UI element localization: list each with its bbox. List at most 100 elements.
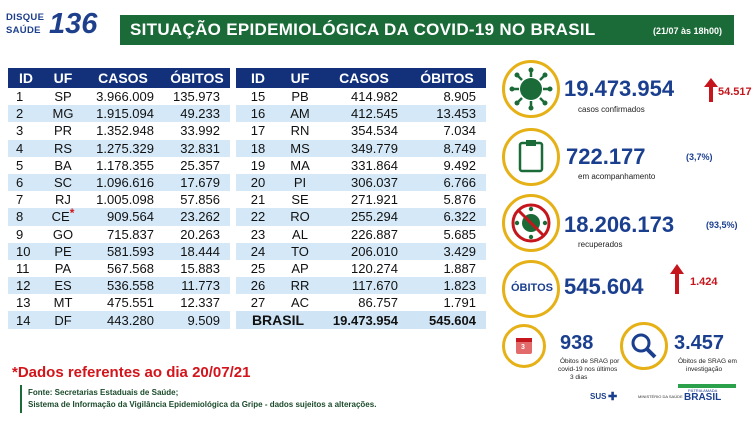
cell-casos: 1.096.616	[82, 173, 164, 192]
cell-id: 13	[16, 295, 31, 311]
cell-casos: 206.010	[320, 242, 408, 260]
cell-id: 17	[250, 123, 266, 139]
table-row: 15 PB 414.982 8.905	[236, 88, 486, 105]
table-row: 14 DF 443.280 9.509	[8, 311, 230, 329]
cell-casos: 3.966.009	[96, 89, 154, 105]
sus-logo: SUS	[590, 392, 607, 401]
no-virus-icon-circle	[502, 194, 560, 252]
source-line-1: Fonte: Secretarias Estaduais de Saúde;	[28, 388, 179, 397]
col-header-obitos: ÓBITOS	[408, 68, 486, 88]
table-row: 5 BA 1.178.355 25.357	[8, 157, 230, 174]
deaths-delta: 1.424	[690, 276, 718, 288]
srag-investigation-value: 3.457	[674, 332, 725, 354]
cell-id: 22	[236, 208, 280, 226]
cell-casos: 412.545	[320, 105, 408, 123]
cell-uf: MS	[280, 139, 320, 157]
disque-saude-logo: DISQUE SAÚDE 136	[6, 8, 116, 42]
cell-casos: 349.779	[320, 139, 408, 157]
cell-casos: 226.887	[351, 226, 398, 242]
cell-id: 12	[8, 277, 44, 295]
table-row: 25 AP 120.274 1.887	[236, 260, 486, 277]
top-bar: DISQUE SAÚDE 136 SITUAÇÃO EPIDEMIOLÓGICA…	[0, 0, 754, 52]
table-row: 22 RO 255.294 6.322	[236, 208, 486, 226]
cell-uf: TO	[280, 242, 320, 260]
cell-id: 16	[236, 105, 280, 123]
total-label: BRASIL	[236, 311, 320, 329]
table-row: 27 AC 86.757 1.791	[236, 294, 486, 311]
cell-uf: SP	[54, 89, 72, 105]
monitoring-pct: (3,7%)	[686, 152, 713, 162]
col-header-uf: UF	[280, 68, 320, 88]
total-obitos: 545.604	[408, 311, 486, 329]
table-row: 3 PR 1.352.948 33.992	[8, 122, 230, 139]
monitoring-value: 722.177	[566, 144, 646, 169]
cell-casos: 475.551	[107, 295, 154, 311]
cell-id: 19	[250, 157, 266, 173]
cell-obitos: 57.856	[180, 192, 220, 208]
no-virus-icon	[511, 203, 551, 243]
cell-obitos: 5.876	[443, 192, 476, 208]
cell-casos: 1.352.948	[96, 123, 154, 139]
cell-casos: 255.294	[320, 208, 408, 226]
table-header-row: ID UF CASOS ÓBITOS	[236, 68, 486, 88]
title-bar: SITUAÇÃO EPIDEMIOLÓGICA DA COVID-19 NO B…	[120, 15, 734, 45]
cell-obitos: 17.679	[164, 173, 230, 192]
gov-logo-top: PÁTRIA AMADA	[688, 388, 718, 393]
cell-uf: RN	[290, 123, 310, 139]
srag-investigation-label1: Óbitos de SRAG em	[678, 358, 737, 365]
cell-id: 15	[250, 89, 266, 105]
cell-casos: 306.037	[320, 173, 408, 192]
ministry-logo: MINISTÉRIO DA SAÚDE	[638, 394, 683, 399]
table-header-row: ID UF CASOS ÓBITOS	[8, 68, 230, 88]
table-row: 19 MA 331.864 9.492	[236, 157, 486, 174]
up-arrow-icon	[704, 78, 718, 102]
cell-uf: BA	[54, 157, 72, 173]
cell-id: 10	[8, 242, 44, 260]
confirmed-value: 19.473.954	[564, 76, 675, 101]
cell-obitos: 9.509	[164, 311, 230, 329]
table-row: 7 RJ 1.005.098 57.856	[8, 191, 230, 208]
total-row: BRASIL 19.473.954 545.604	[236, 311, 486, 329]
recovered-pct: (93,5%)	[706, 220, 738, 230]
cell-obitos: 6.766	[408, 173, 486, 192]
table-row: 4 RS 1.275.329 32.831	[8, 139, 230, 157]
cell-uf: SE	[291, 192, 309, 208]
logo-line2: SAÚDE	[6, 25, 41, 36]
col-header-id: ID	[236, 68, 280, 88]
cell-id: 9	[16, 226, 24, 242]
cell-obitos: 6.322	[408, 208, 486, 226]
cell-id: 4	[8, 139, 44, 157]
cell-casos: 567.568	[107, 260, 154, 276]
cell-uf: RS	[44, 139, 82, 157]
cell-obitos: 32.831	[164, 139, 230, 157]
cell-obitos: 5.685	[443, 226, 476, 242]
table-row: 6 SC 1.096.616 17.679	[8, 173, 230, 192]
col-header-id: ID	[8, 68, 44, 88]
cell-uf: PB	[291, 89, 309, 105]
table-row: 26 RR 117.670 1.823	[236, 277, 486, 295]
cell-id: 21	[250, 192, 266, 208]
cell-id: 7	[16, 192, 24, 208]
deaths-value: 545.604	[564, 274, 644, 299]
cell-casos: 909.564	[82, 208, 164, 226]
cell-obitos: 12.337	[180, 295, 220, 311]
cell-id: 8	[8, 208, 44, 226]
table-row: 8 CE* 909.564 23.262	[8, 206, 230, 226]
cell-id: 11	[16, 260, 30, 276]
cell-casos: 1.915.094	[82, 105, 164, 123]
cell-uf: RR	[280, 277, 320, 295]
cell-uf: MG	[44, 105, 82, 123]
cell-casos: 1.005.098	[96, 192, 154, 208]
cell-obitos: 3.429	[408, 242, 486, 260]
cell-obitos: 13.453	[408, 105, 486, 123]
page-title: SITUAÇÃO EPIDEMIOLÓGICA DA COVID-19 NO B…	[130, 20, 596, 39]
monitoring-label: em acompanhamento	[578, 172, 656, 181]
cell-uf: AC	[290, 295, 310, 311]
gov-logo-text: BRASIL	[684, 392, 722, 403]
logo-line1: DISQUE	[6, 12, 45, 23]
col-header-casos: CASOS	[320, 68, 408, 88]
cell-id: 25	[250, 260, 266, 276]
cell-id: 3	[16, 123, 24, 139]
col-header-uf: UF	[44, 68, 82, 88]
cell-obitos: 8.749	[408, 139, 486, 157]
